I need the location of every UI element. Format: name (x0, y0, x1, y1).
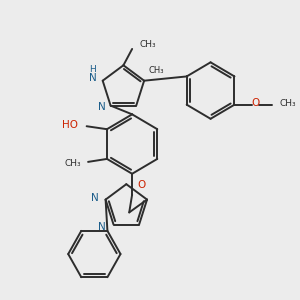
Text: HO: HO (62, 120, 78, 130)
Text: N: N (91, 193, 98, 203)
Text: O: O (137, 180, 146, 190)
Text: N: N (88, 73, 96, 83)
Text: CH₃: CH₃ (64, 159, 81, 168)
Text: CH₃: CH₃ (148, 66, 164, 75)
Text: H: H (89, 65, 96, 74)
Text: N: N (98, 223, 106, 232)
Text: CH₃: CH₃ (140, 40, 156, 49)
Text: O: O (251, 98, 260, 108)
Text: N: N (98, 102, 106, 112)
Text: CH₃: CH₃ (280, 99, 296, 108)
